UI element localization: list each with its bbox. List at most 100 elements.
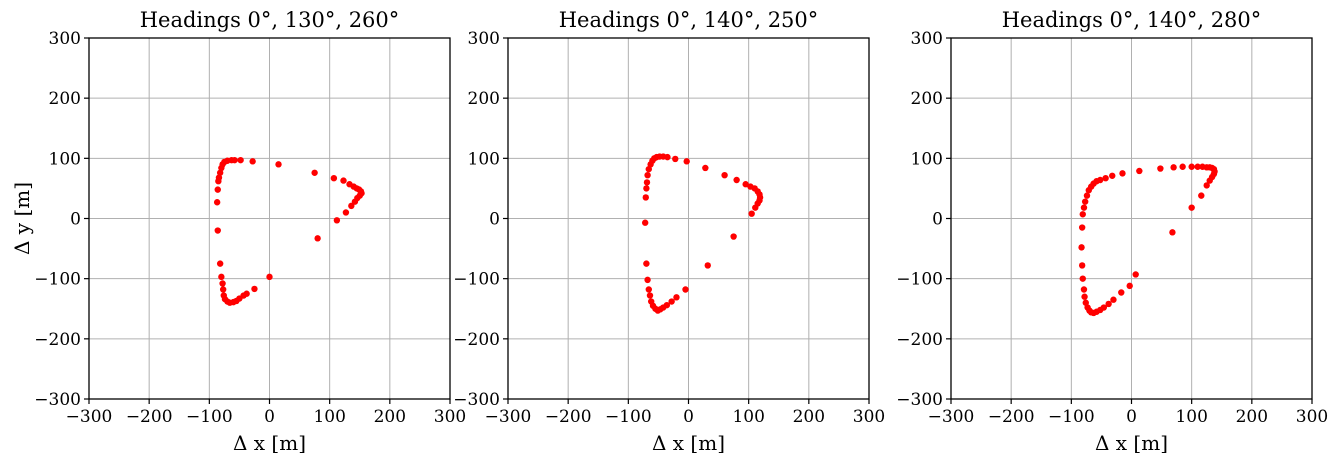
data-point xyxy=(1198,192,1205,199)
y-tick-label: −300 xyxy=(896,390,943,410)
data-point xyxy=(721,171,728,179)
data-point xyxy=(214,186,221,193)
data-point xyxy=(1169,229,1176,236)
data-point xyxy=(314,235,321,242)
data-point xyxy=(351,198,359,205)
y-tick-label: 300 xyxy=(49,29,81,49)
data-point xyxy=(752,204,759,211)
x-tick-label: 200 xyxy=(374,407,406,427)
x-tick-label: 0 xyxy=(1126,407,1137,427)
y-tick-label: −100 xyxy=(453,270,500,290)
y-tick-label: 100 xyxy=(911,149,943,169)
x-axis-label: Δ x [m] xyxy=(233,431,306,455)
data-point xyxy=(1119,170,1126,177)
data-point xyxy=(673,294,680,301)
x-tick-label: −200 xyxy=(545,407,592,427)
data-point xyxy=(1081,198,1089,205)
data-point xyxy=(1136,167,1143,175)
data-point xyxy=(641,219,649,226)
x-tick-label: 300 xyxy=(434,407,466,427)
data-point xyxy=(218,273,225,281)
data-point xyxy=(275,161,282,168)
chart-title: Headings 0°, 130°, 260° xyxy=(140,8,400,32)
x-tick-label: 0 xyxy=(683,407,694,427)
data-point xyxy=(348,202,355,210)
data-point xyxy=(342,209,350,216)
data-point xyxy=(266,273,273,281)
data-point xyxy=(672,155,679,163)
data-point xyxy=(1206,177,1213,184)
x-tick-label: −300 xyxy=(928,407,975,427)
x-tick-label: −100 xyxy=(186,407,233,427)
x-tick-label: 200 xyxy=(793,407,825,427)
data-point xyxy=(730,233,737,240)
data-point xyxy=(1109,172,1116,179)
data-point xyxy=(1188,204,1195,211)
y-tick-label: −300 xyxy=(34,390,81,410)
data-point xyxy=(1083,192,1091,199)
data-point xyxy=(214,227,221,234)
data-point xyxy=(213,199,221,206)
x-axis-label: Δ x [m] xyxy=(1095,431,1168,455)
x-tick-label: −300 xyxy=(66,407,113,427)
data-point xyxy=(1110,296,1117,303)
data-point xyxy=(1100,304,1108,311)
data-point xyxy=(645,286,652,293)
x-tick-label: 100 xyxy=(732,407,764,427)
data-point xyxy=(1079,275,1086,282)
x-tick-label: −200 xyxy=(126,407,173,427)
data-point xyxy=(1188,163,1195,170)
data-point xyxy=(1102,174,1109,182)
data-point xyxy=(218,164,225,172)
y-tick-label: −200 xyxy=(34,330,81,350)
data-point xyxy=(1078,262,1086,269)
data-point xyxy=(249,158,256,165)
y-tick-label: −300 xyxy=(453,390,500,410)
y-tick-label: 300 xyxy=(911,29,943,49)
data-point xyxy=(1203,182,1210,189)
x-tick-label: −100 xyxy=(1048,407,1095,427)
data-point xyxy=(664,153,671,161)
data-point xyxy=(216,260,224,267)
data-point xyxy=(333,217,341,224)
data-point xyxy=(330,174,338,182)
y-tick-label: 300 xyxy=(468,29,500,49)
x-tick-label: 200 xyxy=(1236,407,1268,427)
x-tick-label: 0 xyxy=(264,407,275,427)
data-point xyxy=(1080,204,1088,211)
data-point xyxy=(668,298,675,305)
data-point xyxy=(1126,282,1133,290)
data-point xyxy=(644,171,651,179)
x-tick-label: 300 xyxy=(1296,407,1328,427)
chart-panel-3: −300 −200 −100 0 100 200 300 300 200 100 0 −100 −200… xyxy=(896,8,1328,455)
data-point xyxy=(231,156,238,164)
data-point xyxy=(1085,187,1092,194)
data-point xyxy=(644,276,651,284)
data-point xyxy=(1079,211,1086,218)
data-point xyxy=(340,177,347,184)
data-point xyxy=(643,179,651,186)
y-axis-label: Δ y [m] xyxy=(10,182,34,255)
y-tick-label: 200 xyxy=(49,89,81,109)
x-axis-label: Δ x [m] xyxy=(652,431,725,455)
y-tick-label: −200 xyxy=(896,330,943,350)
data-point xyxy=(243,290,250,297)
chart-panel-1: −300 −200 −100 0 100 200 300 300 200 100 0 −100 −200… xyxy=(10,8,466,455)
data-point xyxy=(215,177,222,185)
x-tick-label: −100 xyxy=(605,407,652,427)
data-point xyxy=(219,286,227,293)
data-point xyxy=(1078,244,1085,251)
data-point xyxy=(1081,293,1088,300)
y-tick-label: 100 xyxy=(468,149,500,169)
data-point xyxy=(251,285,258,293)
data-point xyxy=(1105,300,1112,308)
x-tick-label: −300 xyxy=(485,407,532,427)
data-point xyxy=(237,156,244,164)
data-point xyxy=(683,158,690,165)
chart-panel-2: −300 −200 −100 0 100 200 300 300 200 100 0 −100 −200… xyxy=(453,8,885,455)
data-point xyxy=(1080,286,1088,293)
data-point xyxy=(704,262,711,269)
data-point xyxy=(219,280,226,287)
y-tick-label: 0 xyxy=(70,210,81,230)
data-point xyxy=(647,161,654,168)
